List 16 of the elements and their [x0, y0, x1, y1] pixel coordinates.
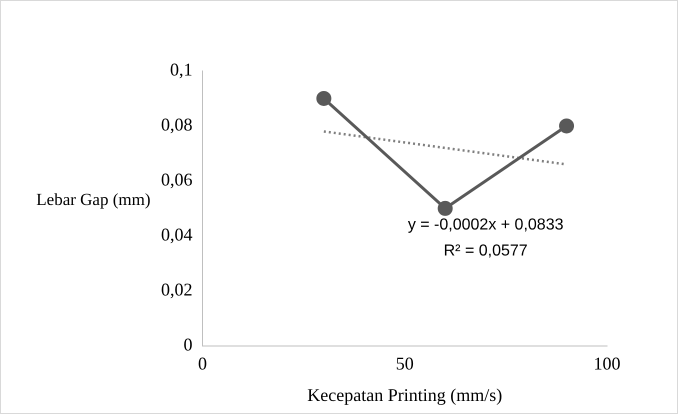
point [438, 200, 453, 216]
x-tick-label: 50 [396, 353, 414, 374]
point [316, 90, 332, 106]
y-tick-label: 0,06 [161, 170, 192, 190]
y-tick-label: 0,08 [161, 114, 192, 135]
y-tick-label: 0,1 [170, 60, 192, 80]
x-tick-label: 100 [594, 353, 620, 374]
point [559, 118, 574, 134]
annotation: R² = 0,0577 [444, 242, 528, 260]
y-tick-label: 0,04 [161, 224, 192, 245]
x-axis-title: Kecepatan Printing (mm/s) [307, 384, 502, 405]
y-axis-title: Lebar Gap (mm) [36, 190, 150, 209]
y-tick-label: 0,02 [161, 280, 192, 300]
annotation: y = -0,0002x + 0,0833 [408, 216, 564, 234]
y-tick-label: 0 [184, 334, 192, 355]
x-tick-label: 0 [198, 353, 207, 374]
